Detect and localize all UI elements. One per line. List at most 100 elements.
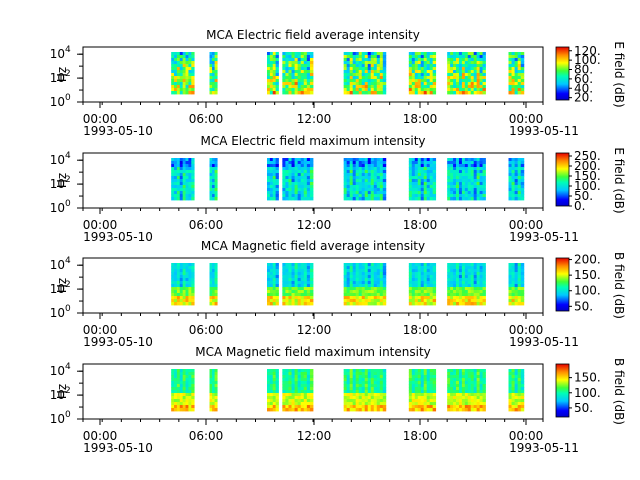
spectrogram-cell bbox=[182, 61, 186, 65]
spectrogram-cell bbox=[379, 287, 384, 291]
spectrogram-cell bbox=[171, 269, 175, 273]
spectrogram-cell bbox=[188, 82, 192, 86]
spectrogram-cell bbox=[456, 185, 460, 189]
spectrogram-cell bbox=[185, 170, 189, 174]
spectrogram-cell bbox=[411, 390, 416, 394]
spectrogram-cell bbox=[517, 61, 522, 65]
spectrogram-cell bbox=[456, 61, 460, 65]
spectrogram-cell bbox=[212, 70, 216, 74]
spectrogram-cell bbox=[176, 164, 181, 168]
spectrogram-cell bbox=[272, 173, 277, 177]
spectrogram-cell bbox=[267, 387, 271, 391]
spectrogram-cell bbox=[209, 275, 213, 279]
spectrogram-cell bbox=[479, 182, 483, 186]
spectrogram-cell bbox=[361, 384, 366, 388]
spectrogram-cell bbox=[470, 91, 475, 95]
spectrogram-cell bbox=[379, 278, 384, 282]
spectrogram-cell bbox=[476, 287, 480, 291]
spectrogram-cell bbox=[408, 296, 413, 300]
spectrogram-cell bbox=[476, 64, 480, 68]
spectrogram-cell bbox=[309, 275, 314, 279]
spectrogram-cell bbox=[214, 61, 218, 65]
spectrogram-cell bbox=[456, 182, 460, 186]
spectrogram-cell bbox=[508, 176, 512, 180]
spectrogram-cell bbox=[191, 91, 195, 95]
spectrogram-cell bbox=[376, 70, 381, 74]
spectrogram-cell bbox=[417, 402, 422, 406]
spectrogram-cell bbox=[414, 85, 419, 89]
spectrogram-cell bbox=[464, 293, 469, 297]
spectrogram-cell bbox=[514, 284, 519, 288]
spectrogram-cell bbox=[450, 191, 454, 195]
spectrogram-cell bbox=[458, 58, 463, 62]
spectrogram-cell bbox=[408, 82, 413, 86]
spectrogram-cell bbox=[450, 61, 454, 65]
spectrogram-cell bbox=[450, 52, 454, 56]
spectrogram-cell bbox=[479, 61, 483, 65]
spectrogram-cell bbox=[174, 390, 178, 394]
spectrogram-cell bbox=[358, 369, 363, 373]
spectrogram-cell bbox=[275, 299, 279, 303]
spectrogram-cell bbox=[456, 299, 460, 303]
spectrogram-cell bbox=[411, 296, 416, 300]
spectrogram-cell bbox=[467, 182, 472, 186]
spectrogram-cell bbox=[214, 73, 218, 77]
spectrogram-cell bbox=[214, 194, 218, 198]
spectrogram-cell bbox=[291, 284, 295, 288]
spectrogram-cell bbox=[373, 64, 378, 68]
spectrogram-cell bbox=[346, 85, 351, 89]
spectrogram-cell bbox=[303, 387, 308, 391]
spectrogram-cell bbox=[423, 290, 428, 294]
spectrogram-cell bbox=[461, 164, 466, 168]
spectrogram-cell bbox=[370, 176, 375, 180]
spectrogram-cell bbox=[382, 402, 387, 406]
spectrogram-cell bbox=[269, 296, 274, 300]
data-segment bbox=[282, 158, 314, 201]
spectrogram-cell bbox=[426, 176, 431, 180]
spectrogram-cell bbox=[514, 91, 519, 95]
spectrogram-cell bbox=[408, 67, 413, 71]
spectrogram-cell bbox=[379, 191, 384, 195]
spectrogram-cell bbox=[171, 405, 175, 409]
spectrogram-cell bbox=[361, 387, 366, 391]
spectrogram-cell bbox=[291, 82, 295, 86]
spectrogram-cell bbox=[520, 82, 525, 86]
spectrogram-cell bbox=[458, 290, 463, 294]
spectrogram-cell bbox=[511, 82, 516, 86]
spectrogram-cell bbox=[447, 194, 451, 198]
spectrogram-cell bbox=[176, 396, 181, 400]
spectrogram-cell bbox=[361, 269, 366, 273]
spectrogram-cell bbox=[358, 296, 363, 300]
spectrogram-cell bbox=[373, 76, 378, 80]
spectrogram-cell bbox=[272, 278, 277, 282]
spectrogram-cell bbox=[370, 269, 375, 273]
spectrogram-cell bbox=[420, 290, 425, 294]
spectrogram-cell bbox=[370, 390, 375, 394]
spectrogram-cell bbox=[269, 185, 274, 189]
spectrogram-cell bbox=[411, 82, 416, 86]
spectrogram-cell bbox=[470, 167, 475, 171]
spectrogram-cell bbox=[408, 266, 413, 270]
spectrogram-cell bbox=[188, 396, 192, 400]
spectrogram-cell bbox=[275, 76, 279, 80]
spectrogram-cell bbox=[511, 281, 516, 285]
spectrogram-cell bbox=[447, 296, 451, 300]
spectrogram-cell bbox=[285, 52, 289, 56]
spectrogram-cell bbox=[367, 55, 372, 59]
spectrogram-cell bbox=[188, 287, 192, 291]
spectrogram-cell bbox=[426, 79, 431, 83]
spectrogram-cell bbox=[479, 402, 483, 406]
spectrogram-cell bbox=[346, 197, 351, 201]
spectrogram-cell bbox=[346, 76, 351, 80]
spectrogram-cell bbox=[423, 390, 428, 394]
spectrogram-cell bbox=[379, 390, 384, 394]
spectrogram-cell bbox=[514, 167, 519, 171]
x-tick-label: 12:00 bbox=[297, 323, 332, 337]
spectrogram-cell bbox=[411, 176, 416, 180]
spectrogram-cell bbox=[373, 284, 378, 288]
spectrogram-cell bbox=[306, 182, 311, 186]
spectrogram-cell bbox=[520, 182, 525, 186]
spectrogram-cell bbox=[174, 299, 178, 303]
spectrogram-cell bbox=[182, 91, 186, 95]
spectrogram-cell bbox=[297, 369, 302, 373]
